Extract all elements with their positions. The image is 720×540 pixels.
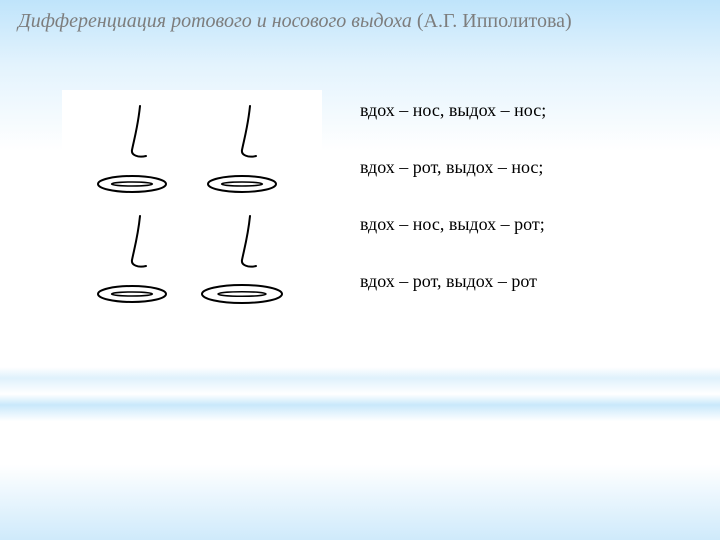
exercise-line: вдох – нос, выдох – нос; — [360, 100, 700, 121]
slide-title: Дифференциация ротового и носового выдох… — [18, 10, 702, 33]
exercise-text-block: вдох – нос, выдох – нос; вдох – рот, выд… — [360, 100, 700, 292]
breathing-pictograms-figure — [62, 90, 322, 324]
slide: Дифференциация ротового и носового выдох… — [0, 0, 720, 540]
exercise-line: вдох – нос, выдох – рот; — [360, 214, 700, 235]
exercise-line: вдох – рот, выдох – рот — [360, 271, 700, 292]
exercise-line: вдох – рот, выдох – нос; — [360, 157, 700, 178]
title-author: (А.Г. Ипполитова) — [412, 10, 572, 32]
pictograms-svg — [62, 90, 322, 324]
title-italic: Дифференциация ротового и носового выдох… — [18, 10, 412, 32]
